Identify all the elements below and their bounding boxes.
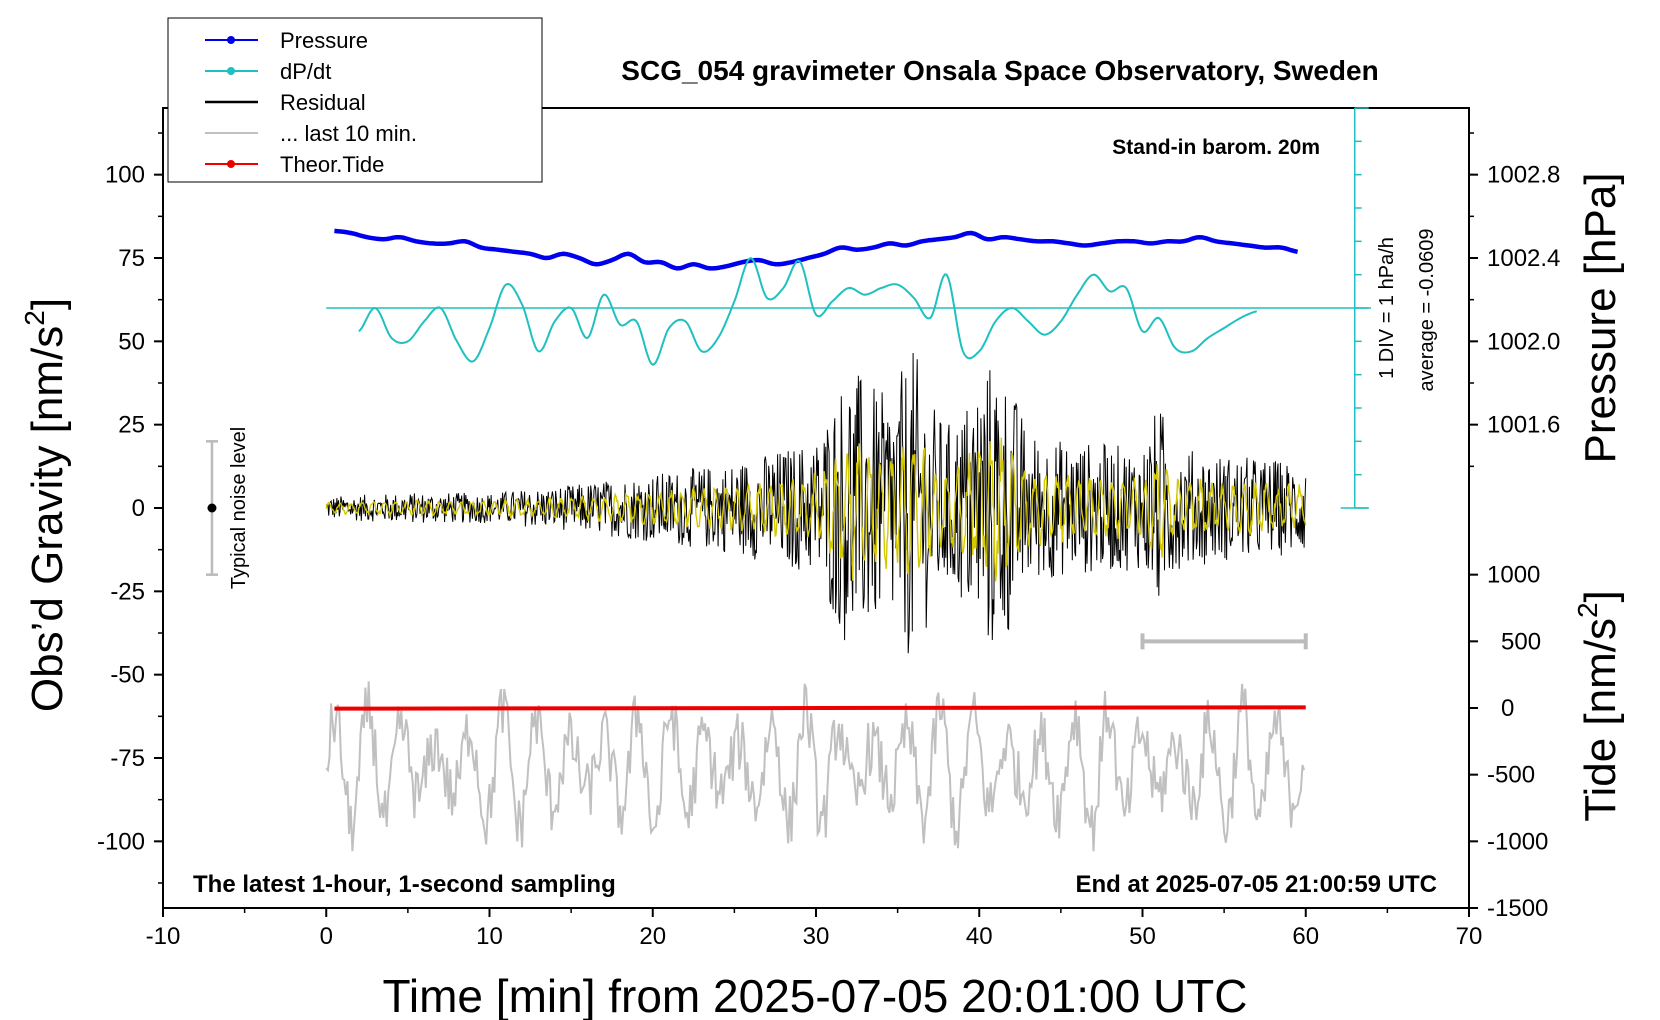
y-tick-label-tide: 1000 <box>1487 562 1540 589</box>
legend-marker <box>227 160 235 168</box>
y-tick-label-gravity: -25 <box>110 578 145 605</box>
misc-layer <box>205 440 1308 650</box>
y-axis-label-gravity-close: ] <box>23 298 72 310</box>
last10-layer <box>325 681 1306 852</box>
legend-label: Residual <box>280 90 366 115</box>
noise-bar-center-dot <box>207 503 217 513</box>
x-axis-label: Time [min] from 2025-07-05 20:01:00 UTC <box>383 970 1248 1020</box>
y-axis-label-gravity: Obs’d Gravity [nm/s2] <box>19 298 72 712</box>
dpdt-average-annotation: average = -0.0609 <box>1416 229 1438 392</box>
noise-level-annotation: Typical noise level <box>228 427 250 589</box>
x-tick-label: 40 <box>966 923 993 950</box>
y-tick-label-gravity: -100 <box>97 828 145 855</box>
x-tick-label: 10 <box>476 923 503 950</box>
barometer-annotation: Stand-in barom. 20m <box>1112 136 1320 159</box>
x-tick-label: 70 <box>1456 923 1483 950</box>
x-tick-label: 50 <box>1129 923 1156 950</box>
y-tick-label-gravity: 75 <box>118 245 145 272</box>
legend-label: Theor.Tide <box>280 152 384 177</box>
y-tick-label-gravity: -50 <box>110 662 145 689</box>
pressure-layer <box>334 228 1299 271</box>
legend-label: ... last 10 min. <box>280 121 417 146</box>
sampling-annotation: The latest 1-hour, 1-second sampling <box>193 871 616 898</box>
y-tick-label-tide: -500 <box>1487 762 1535 789</box>
y-axis-label-tide-close: ] <box>1576 590 1625 602</box>
pressure-line <box>334 228 1299 271</box>
x-tick-label: 30 <box>803 923 830 950</box>
legend-marker <box>227 67 235 75</box>
x-tick-label: -10 <box>146 923 181 950</box>
legend: Pressure dP/dt Residual ... last 10 min. The… <box>167 17 543 183</box>
y-axis-label-gravity-text: Obs’d Gravity [nm/s <box>23 326 72 712</box>
y-tick-label-gravity: 50 <box>118 328 145 355</box>
dpdt-line <box>358 256 1258 366</box>
y-axis-label-pressure: Pressure [hPa] <box>1576 172 1625 463</box>
y-tick-label-tide: -1500 <box>1487 895 1548 922</box>
residual-filtered-line <box>325 437 1307 582</box>
y-axis-label-tide-text: Tide [nm/s <box>1576 618 1625 822</box>
residual-layer <box>325 352 1307 654</box>
dpdt-scale-annotation: 1 DIV = 1 hPa/h <box>1376 237 1398 379</box>
y-axis-label-tide: Tide [nm/s2] <box>1572 590 1625 822</box>
y-tick-label-gravity: 100 <box>105 162 145 189</box>
x-tick-label: 0 <box>320 923 333 950</box>
y-tick-label-pressure: 1002.0 <box>1487 328 1560 355</box>
y-axis-label-tide-sup: 2 <box>1572 602 1603 618</box>
y-tick-label-gravity: 25 <box>118 412 145 439</box>
y-tick-label-pressure: 1001.6 <box>1487 412 1560 439</box>
legend-label: dP/dt <box>280 59 331 84</box>
y-tick-label-tide: 500 <box>1501 628 1541 655</box>
y-tick-label-tide: 0 <box>1501 695 1514 722</box>
tide-layer <box>334 705 1306 711</box>
end-time-annotation: End at 2025-07-05 21:00:59 UTC <box>1076 871 1438 898</box>
y-tick-label-gravity: 0 <box>132 495 145 522</box>
legend-box <box>167 17 543 183</box>
x-tick-label: 20 <box>639 923 666 950</box>
y-tick-label-gravity: -75 <box>110 745 145 772</box>
legend-marker <box>227 36 235 44</box>
x-tick-label: 60 <box>1292 923 1319 950</box>
last10-line <box>325 681 1306 852</box>
dpdt-layer <box>326 107 1372 509</box>
tide-line <box>334 705 1306 711</box>
y-tick-label-pressure: 1002.8 <box>1487 162 1560 189</box>
axes-layer: -10 0 10 20 30 40 50 60 701007550250-25-50-75-10… <box>97 132 1560 950</box>
chart-title: SCG_054 gravimeter Onsala Space Observat… <box>621 55 1378 86</box>
y-axis-label-gravity-sup: 2 <box>19 310 50 326</box>
legend-label: Pressure <box>280 28 368 53</box>
y-tick-label-tide: -1000 <box>1487 828 1548 855</box>
y-tick-label-pressure: 1002.4 <box>1487 245 1560 272</box>
